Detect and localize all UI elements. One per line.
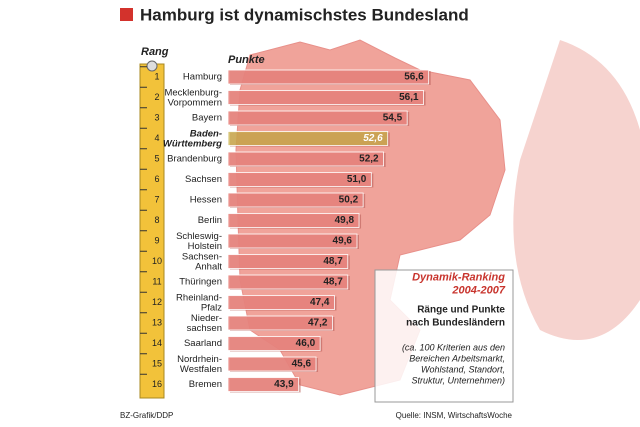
bar bbox=[227, 151, 385, 167]
rank-label: 2 bbox=[154, 92, 159, 102]
credit: BZ-Grafik/DDP bbox=[120, 411, 173, 420]
value-label: 50,2 bbox=[339, 195, 359, 206]
bar bbox=[227, 90, 424, 105]
value-label: 48,7 bbox=[323, 277, 343, 288]
rank-label: 10 bbox=[152, 256, 162, 266]
rank-label: 5 bbox=[154, 153, 159, 163]
value-label: 45,6 bbox=[292, 359, 312, 370]
category-label: Baden-Württemberg bbox=[163, 128, 222, 149]
value-label: 52,6 bbox=[363, 133, 383, 144]
rank-label: 6 bbox=[154, 174, 159, 184]
value-label: 56,1 bbox=[399, 92, 419, 103]
category-label: Nieder-sachsen bbox=[187, 313, 222, 334]
info-box bbox=[374, 269, 514, 403]
rank-header: Rang bbox=[141, 46, 169, 58]
category-label: Hamburg bbox=[183, 72, 222, 83]
rank-label: 16 bbox=[152, 379, 162, 389]
value-label: 54,5 bbox=[383, 113, 403, 124]
rank-label: 15 bbox=[152, 358, 162, 368]
rank-label: 1 bbox=[154, 71, 159, 81]
bar bbox=[227, 213, 360, 228]
bar bbox=[227, 295, 335, 310]
value-label: 47,2 bbox=[308, 318, 328, 329]
bar bbox=[227, 254, 349, 269]
value-header: Punkte bbox=[228, 54, 265, 66]
rank-label: 3 bbox=[154, 112, 159, 122]
category-label: Bayern bbox=[192, 113, 222, 124]
rank-label: 13 bbox=[152, 317, 162, 327]
category-label: Sachsen bbox=[185, 174, 222, 185]
source: Quelle: INSM, WirtschaftsWoche bbox=[396, 411, 513, 420]
rank-label: 4 bbox=[154, 133, 159, 143]
bar bbox=[227, 110, 408, 126]
value-label: 51,0 bbox=[347, 174, 367, 185]
ruler-ring bbox=[146, 60, 158, 72]
bar bbox=[227, 315, 333, 331]
bar bbox=[227, 192, 364, 208]
category-label: Hessen bbox=[190, 195, 222, 206]
box-subtitle: Ränge und Punkte nach Bundesländern bbox=[406, 304, 505, 328]
rank-label: 7 bbox=[154, 194, 159, 204]
category-label: Brandenburg bbox=[167, 154, 222, 165]
value-label: 43,9 bbox=[274, 379, 294, 390]
rank-label: 11 bbox=[152, 276, 161, 286]
category-label: Schleswig-Holstein bbox=[176, 231, 222, 252]
category-label: Berlin bbox=[198, 215, 222, 226]
rank-label: 14 bbox=[152, 338, 162, 348]
category-label: Thüringen bbox=[179, 277, 222, 288]
bar bbox=[227, 69, 430, 85]
value-label: 46,0 bbox=[296, 338, 316, 349]
box-note: (ca. 100 Kriterien aus den Bereichen Arbe… bbox=[402, 343, 505, 386]
bar bbox=[227, 172, 372, 187]
bar bbox=[227, 356, 317, 372]
rank-label: 8 bbox=[154, 215, 159, 225]
category-label: Bremen bbox=[189, 379, 222, 390]
category-label: Sachsen-Anhalt bbox=[182, 251, 223, 272]
value-label: 52,2 bbox=[359, 154, 379, 165]
category-label: Saarland bbox=[184, 338, 222, 349]
bar bbox=[227, 274, 349, 290]
bar bbox=[227, 377, 300, 392]
title-marker bbox=[120, 8, 133, 21]
faded-map bbox=[513, 40, 640, 340]
category-label: Rheinland-Pfalz bbox=[176, 292, 222, 313]
box-title: Dynamik-Ranking 2004-2007 bbox=[412, 271, 506, 296]
chart-title: Hamburg ist dynamischstes Bundesland bbox=[140, 5, 469, 24]
rank-label: 9 bbox=[154, 235, 159, 245]
bar bbox=[227, 233, 358, 249]
category-label: Nordrhein-Westfalen bbox=[177, 354, 222, 375]
bar bbox=[227, 131, 389, 146]
value-label: 49,8 bbox=[335, 215, 355, 226]
value-label: 56,6 bbox=[404, 72, 424, 83]
bar bbox=[227, 336, 321, 351]
category-label: Mecklenburg-Vorpommern bbox=[164, 87, 222, 108]
value-label: 49,6 bbox=[333, 236, 353, 247]
rank-label: 12 bbox=[152, 297, 162, 307]
value-label: 47,4 bbox=[310, 297, 330, 308]
value-label: 48,7 bbox=[323, 256, 343, 267]
